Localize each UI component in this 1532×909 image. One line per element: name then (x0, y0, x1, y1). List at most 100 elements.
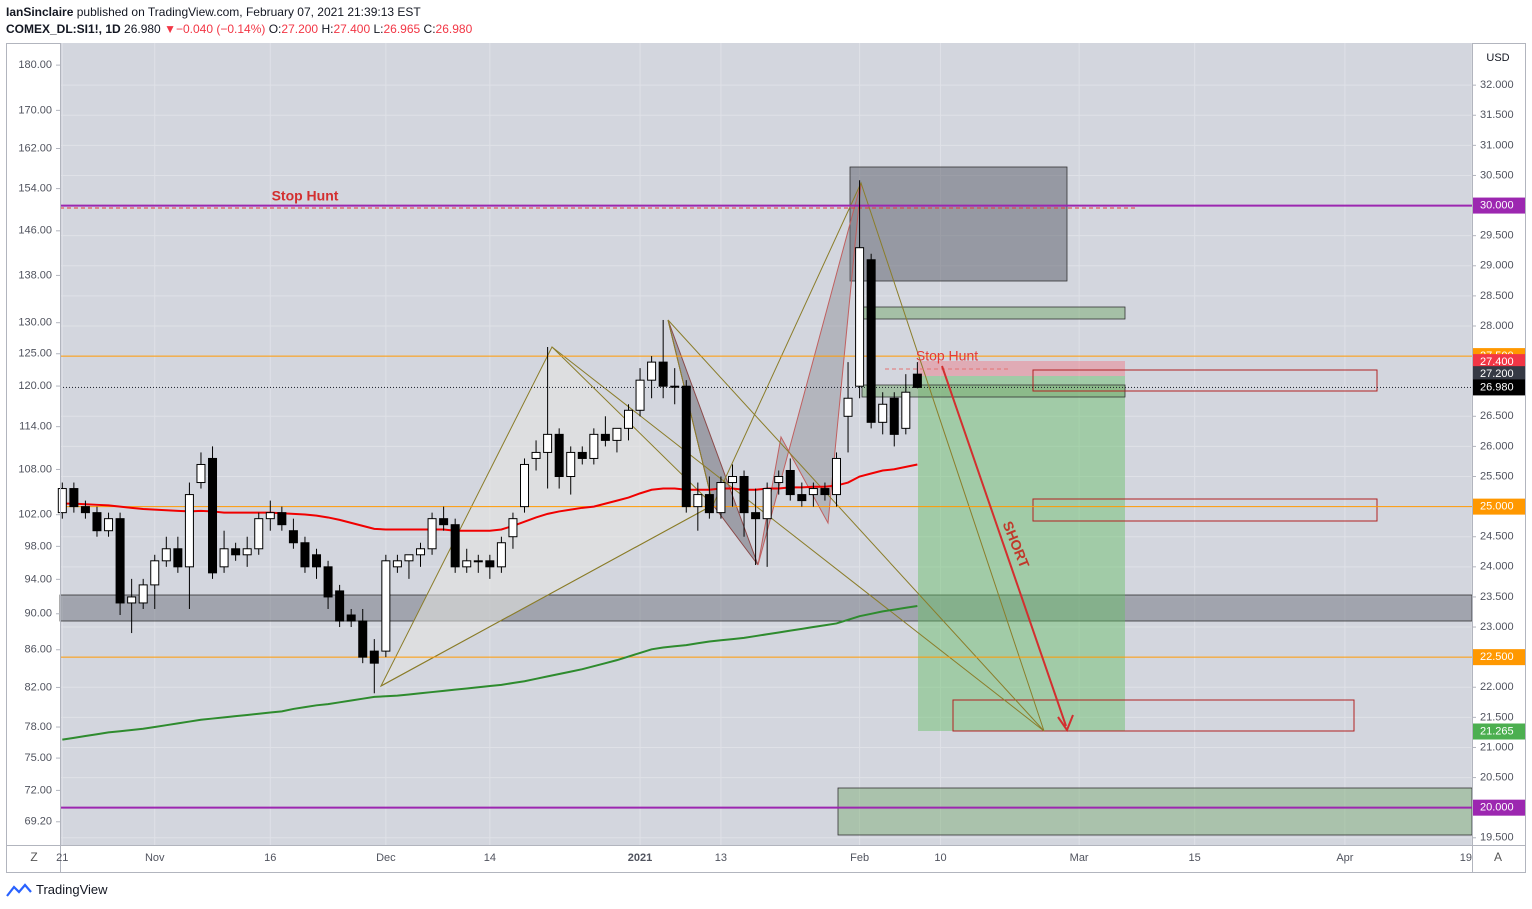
left-tick-label: 120.00 (18, 380, 52, 392)
candle-body (80, 506, 90, 514)
candle-body (265, 512, 275, 520)
left-tick-label: 180.00 (18, 59, 52, 71)
candle-body (727, 476, 737, 484)
left-tick-label: 90.00 (24, 608, 52, 620)
candle-body (531, 451, 541, 459)
left-tick-label: 75.00 (24, 752, 52, 764)
candle-body (623, 409, 633, 429)
high-label: H: (321, 22, 334, 36)
candle-body (323, 566, 333, 598)
left-tick-label: 114.00 (19, 421, 52, 433)
y-tick-label: 23.500 (1480, 591, 1514, 603)
low-label: L: (373, 22, 384, 36)
moving-average (62, 604, 918, 741)
left-tick-label: 78.00 (24, 721, 52, 733)
candle-body (173, 548, 183, 568)
candle-body (566, 451, 576, 478)
zone (849, 166, 1068, 282)
candle-body (751, 512, 761, 520)
candle-body (912, 373, 922, 388)
left-tick-label: 130.00 (18, 317, 52, 329)
candle-body (577, 451, 587, 459)
close-label: C: (423, 22, 436, 36)
x-tick-label: 16 (264, 852, 276, 864)
close: 26.980 (435, 22, 473, 36)
price-label: 26.980 (1480, 381, 1514, 393)
publish-date: published on TradingView.com, February 0… (76, 5, 421, 19)
candle-body (774, 476, 784, 484)
candle-body (219, 548, 229, 568)
x-tick-label: 21 (56, 852, 68, 864)
price-label: 30.000 (1480, 199, 1514, 211)
candle-body (288, 530, 298, 544)
box (1032, 369, 1378, 392)
x-tick-label: Dec (376, 852, 396, 864)
candle-body (520, 463, 530, 508)
button[interactable]: A (1494, 850, 1502, 864)
zone (837, 787, 1473, 836)
candle-body (600, 433, 610, 441)
pattern (757, 182, 862, 566)
left-tick-label: 146.00 (18, 225, 52, 237)
candle-body (254, 518, 264, 550)
logo-icon (6, 882, 32, 897)
box (1032, 498, 1378, 522)
candle-body (242, 548, 252, 556)
pattern-line (551, 346, 1045, 732)
left-tick-label: 108.00 (18, 463, 52, 475)
candle-body (369, 650, 379, 664)
candle-body (670, 385, 680, 388)
x-tick-label: 14 (484, 852, 496, 864)
candle-body (358, 620, 368, 658)
candle-body (693, 494, 703, 508)
y-tick-label: 20.500 (1480, 771, 1514, 783)
price-label-bg (1473, 197, 1525, 214)
candle-body (427, 518, 437, 550)
candle-body (878, 403, 888, 423)
brand: TradingView (36, 882, 108, 897)
y-tick-label: 23.000 (1480, 621, 1514, 633)
x-tick-label: Feb (850, 852, 869, 864)
candle-body (231, 548, 241, 556)
candle-body (150, 560, 160, 586)
price-label-bg (1473, 354, 1525, 371)
x-tick-label: 10 (934, 852, 946, 864)
y-tick-label: 29.000 (1480, 260, 1514, 272)
arrow (941, 365, 1067, 727)
y-tick-label: 25.500 (1480, 470, 1514, 482)
x-tick-label: 19 (1460, 852, 1472, 864)
candle-body (312, 554, 322, 568)
change: −0.040 (−0.14%) (175, 22, 266, 36)
candle-body (184, 494, 194, 568)
candle-body (508, 518, 518, 538)
price-label: 20.000 (1480, 802, 1514, 814)
left-tick-label: 154.00 (18, 183, 52, 195)
y-tick-label: 21.500 (1480, 711, 1514, 723)
stop-zone (918, 361, 1125, 376)
candle-body (739, 476, 749, 514)
y-tick-label: 32.000 (1480, 79, 1514, 91)
price-label-bg (1473, 366, 1525, 383)
publish-info: IanSinclaire published on TradingView.co… (6, 5, 421, 19)
price-label-bg (1473, 379, 1525, 396)
footer: TradingView (6, 882, 108, 897)
button[interactable]: Z (30, 850, 37, 864)
left-tick-label: 82.00 (24, 681, 52, 693)
x-tick-label: 15 (1189, 852, 1201, 864)
moving-average (62, 463, 918, 532)
open: 27.200 (281, 22, 319, 36)
series-layer (57, 180, 1472, 809)
x-tick-label: 13 (715, 852, 727, 864)
candle-body (115, 518, 125, 604)
candle-body (381, 560, 391, 652)
candle-body (485, 560, 495, 568)
candle-body (335, 590, 345, 622)
price-label-bg (1473, 498, 1525, 515)
left-tick-label: 86.00 (24, 644, 52, 656)
candle-body (300, 542, 310, 568)
price-label: 25.000 (1480, 501, 1514, 513)
open-label: O: (268, 22, 282, 36)
annotation: Stop Hunt (916, 348, 978, 364)
y-tick-label: 21.000 (1480, 741, 1514, 753)
